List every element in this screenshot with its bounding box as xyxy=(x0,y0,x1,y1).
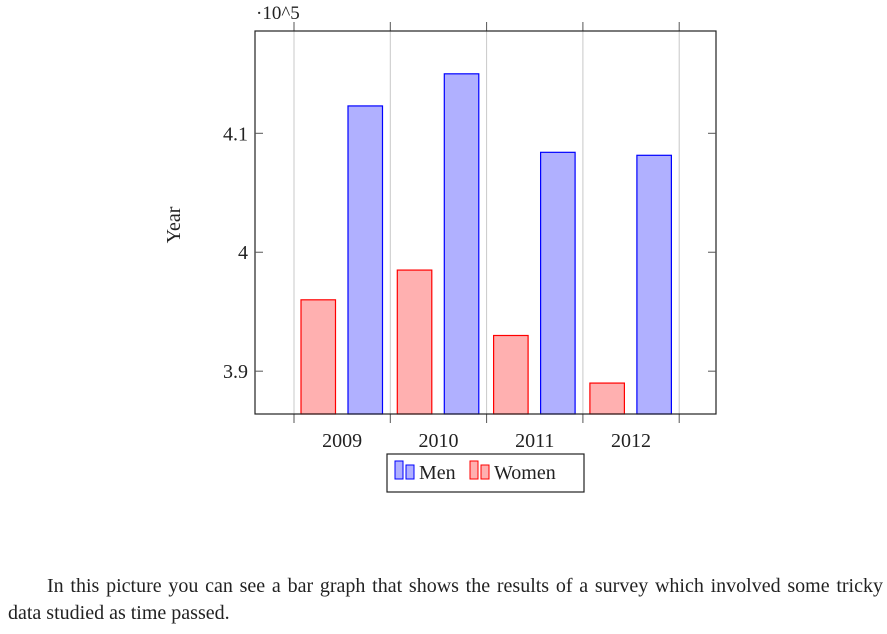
y-tick-label: 4.1 xyxy=(223,123,248,145)
y-tick-label: 4 xyxy=(238,242,248,264)
bar-women-2010 xyxy=(396,269,433,415)
bar-men-2009 xyxy=(347,105,384,415)
legend-swatch-men xyxy=(394,460,404,480)
bar-women-2012 xyxy=(589,382,626,415)
bar-men-2012 xyxy=(636,154,673,415)
legend-swatch-women xyxy=(480,464,490,480)
legend-swatch-men xyxy=(405,464,415,480)
bar-women-2009 xyxy=(300,299,337,415)
caption-paragraph: In this picture you can see a bar graph … xyxy=(8,575,883,624)
x-tick-label: 2009 xyxy=(322,430,362,452)
bar-men-2011 xyxy=(539,151,576,415)
x-tick-label: 2012 xyxy=(611,430,651,452)
legend-swatch-women xyxy=(469,460,479,480)
bar-chart: 3.9 4 4.1 2009 2010 2011 2012 Year Men Women xyxy=(163,22,717,493)
bar-women-2011 xyxy=(493,334,529,415)
y-axis-label: Year xyxy=(163,206,185,243)
y-tick-label: 3.9 xyxy=(223,361,248,383)
bar-men-2010 xyxy=(443,73,480,415)
plot-frame xyxy=(254,30,717,415)
y-scale-label: ·10^5 xyxy=(256,3,300,24)
x-tick-label: 2010 xyxy=(418,430,458,452)
legend-label-women: Women xyxy=(494,462,556,484)
legend-label-men: Men xyxy=(419,462,456,484)
x-tick-label: 2011 xyxy=(515,430,554,452)
